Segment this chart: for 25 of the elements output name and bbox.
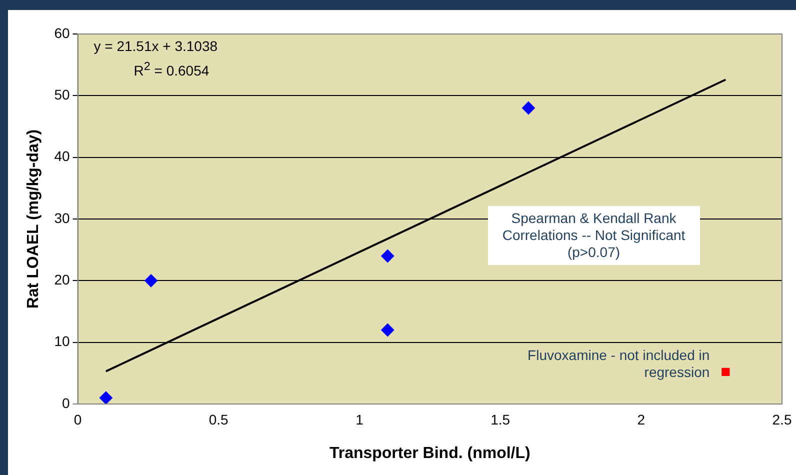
- y-axis-title: Rat LOAEL (mg/kg-day): [25, 129, 42, 309]
- x-tick-label: 2.5: [772, 411, 792, 428]
- point: [381, 324, 394, 336]
- x-tick-label: 1.5: [490, 411, 510, 428]
- point: [722, 368, 730, 376]
- y-tick-label: 20: [54, 272, 70, 288]
- x-tick-label: 2: [637, 411, 646, 428]
- annotation: Fluvoxamine - not included in regression: [526, 346, 711, 382]
- annotation: y = 21.51x + 3.1038: [94, 38, 218, 55]
- x-tick-label: 0: [74, 411, 82, 428]
- x-axis-title: Transporter Bind. (nmol/L): [329, 444, 530, 462]
- point: [99, 391, 112, 404]
- point: [522, 102, 535, 114]
- y-tick-label: 60: [54, 24, 70, 41]
- point: [381, 250, 394, 262]
- y-tick-label: 30: [54, 210, 70, 226]
- annotation: R$^{2}$ = 0.6054: [134, 59, 210, 80]
- y-tick-label: 0: [62, 394, 70, 411]
- annotation: Spearman & Kendall Rank Correlations -- Not Significant (p>0.07): [488, 206, 700, 265]
- y-tick-label: 40: [54, 148, 70, 164]
- point: [144, 274, 158, 288]
- x-tick-label: 1: [356, 411, 364, 428]
- x-tick-label: 0.5: [208, 411, 229, 428]
- y-tick-label: 50: [54, 86, 70, 103]
- y-tick-label: 10: [54, 333, 70, 350]
